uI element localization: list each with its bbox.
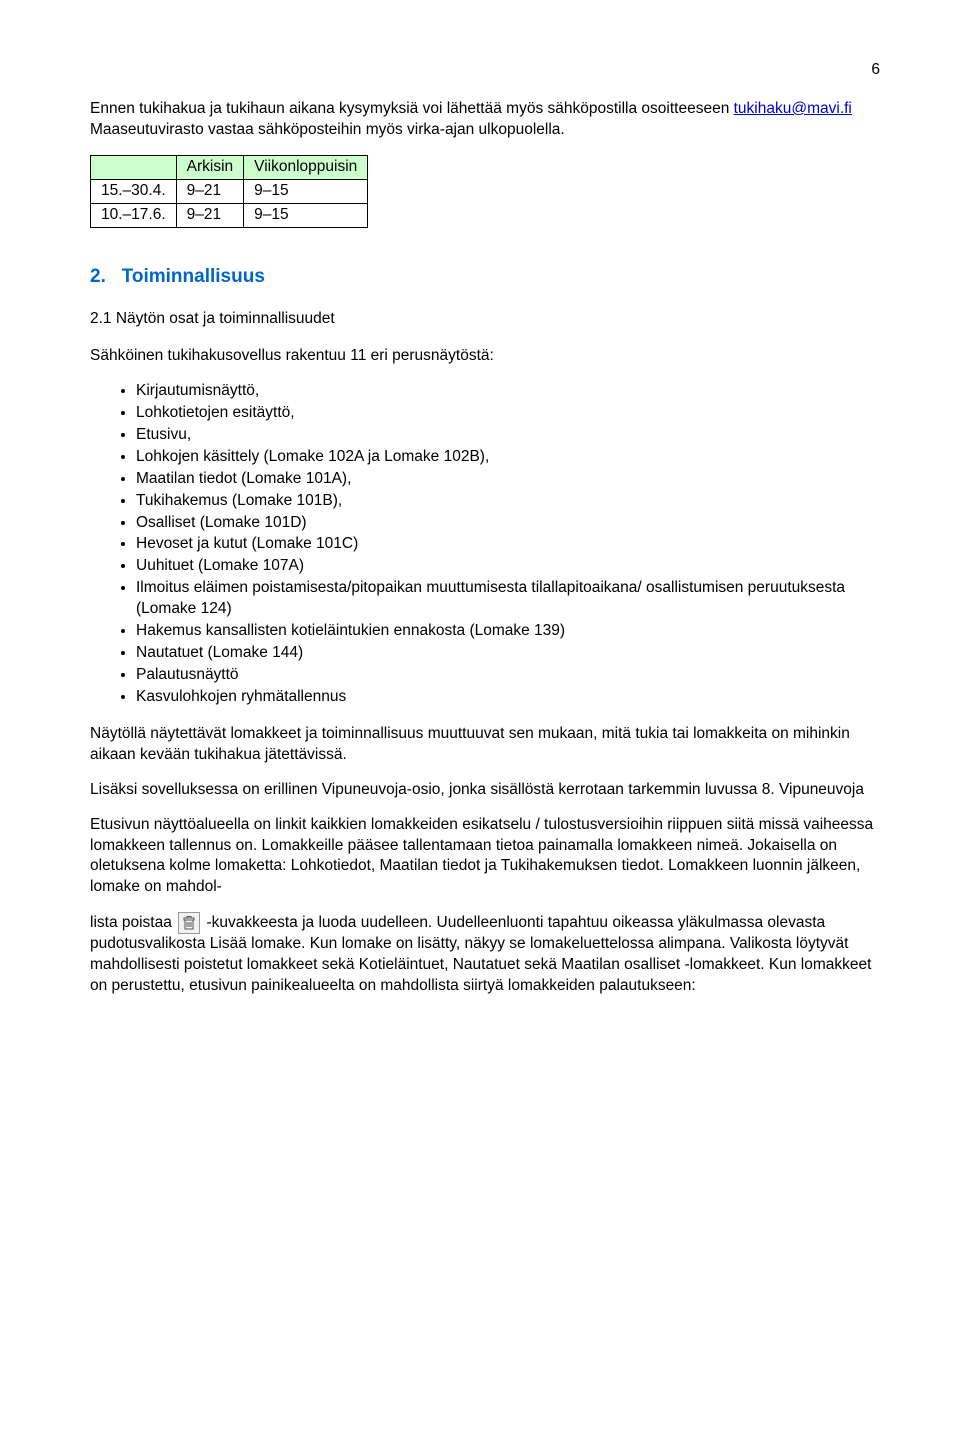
- schedule-header-empty: [91, 155, 177, 179]
- list-item: Ilmoitus eläimen poistamisesta/pitopaika…: [136, 578, 880, 620]
- list-item: Etusivu,: [136, 425, 880, 446]
- paragraph-etusivu: Etusivun näyttöalueella on linkit kaikki…: [90, 815, 880, 899]
- schedule-row0-label: 15.–30.4.: [91, 179, 177, 203]
- list-item: Lohkojen käsittely (Lomake 102A ja Lomak…: [136, 447, 880, 468]
- section-2-1-title: 2.1 Näytön osat ja toiminnallisuudet: [90, 309, 880, 330]
- table-row: 10.–17.6. 9–21 9–15: [91, 203, 368, 227]
- table-row: 15.–30.4. 9–21 9–15: [91, 179, 368, 203]
- list-item: Lohkotietojen esitäyttö,: [136, 403, 880, 424]
- paragraph-trash: lista poistaa -kuvakkeesta ja luoda uude…: [90, 912, 880, 997]
- schedule-row1-c2: 9–15: [244, 203, 368, 227]
- intro-paragraph: Ennen tukihakua ja tukihaun aikana kysym…: [90, 99, 880, 141]
- intro-before: Ennen tukihakua ja tukihaun aikana kysym…: [90, 100, 734, 117]
- list-item: Palautusnäyttö: [136, 665, 880, 686]
- list-intro: Sähköinen tukihakusovellus rakentuu 11 e…: [90, 346, 880, 367]
- trash-icon: [178, 912, 200, 934]
- intro-after: Maaseutuvirasto vastaa sähköposteihin my…: [90, 121, 565, 138]
- list-item: Maatilan tiedot (Lomake 101A),: [136, 469, 880, 490]
- list-item: Hevoset ja kutut (Lomake 101C): [136, 534, 880, 555]
- email-link[interactable]: tukihaku@mavi.fi: [734, 100, 852, 117]
- schedule-header-viikonloppuisin: Viikonloppuisin: [244, 155, 368, 179]
- schedule-row0-c2: 9–15: [244, 179, 368, 203]
- list-item: Uuhituet (Lomake 107A): [136, 556, 880, 577]
- schedule-table: Arkisin Viikonloppuisin 15.–30.4. 9–21 9…: [90, 155, 368, 228]
- trash-before: lista poistaa: [90, 914, 176, 931]
- schedule-row1-c1: 9–21: [176, 203, 244, 227]
- schedule-row1-label: 10.–17.6.: [91, 203, 177, 227]
- trash-after: -kuvakkeesta ja luoda uudelleen. Uudelle…: [90, 914, 871, 994]
- paragraph-lisaksi: Lisäksi sovelluksessa on erillinen Vipun…: [90, 780, 880, 801]
- list-item: Kirjautumisnäyttö,: [136, 381, 880, 402]
- list-item: Kasvulohkojen ryhmätallennus: [136, 687, 880, 708]
- page-number: 6: [90, 60, 880, 81]
- list-item: Nautatuet (Lomake 144): [136, 643, 880, 664]
- schedule-row0-c1: 9–21: [176, 179, 244, 203]
- schedule-header-arkisin: Arkisin: [176, 155, 244, 179]
- bullet-list: Kirjautumisnäyttö, Lohkotietojen esitäyt…: [90, 381, 880, 708]
- list-item: Hakemus kansallisten kotieläintukien enn…: [136, 621, 880, 642]
- section-2-title: 2. Toiminnallisuus: [90, 264, 880, 290]
- list-item: Tukihakemus (Lomake 101B),: [136, 491, 880, 512]
- list-item: Osalliset (Lomake 101D): [136, 513, 880, 534]
- paragraph-after-list: Näytöllä näytettävät lomakkeet ja toimin…: [90, 724, 880, 766]
